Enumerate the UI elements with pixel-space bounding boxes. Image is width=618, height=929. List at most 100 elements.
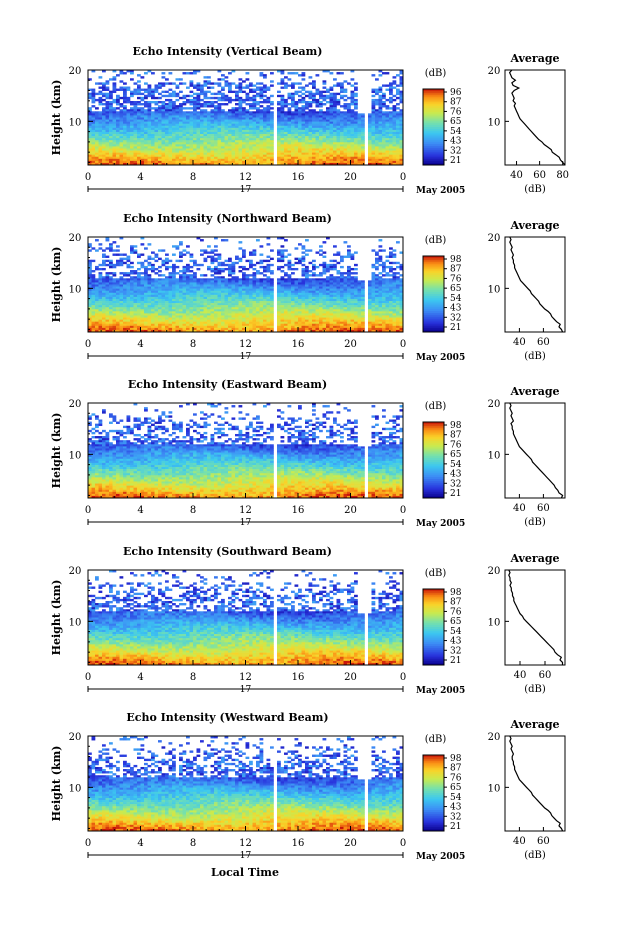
heatmap-cell (144, 150, 148, 153)
heatmap-cell (280, 257, 285, 261)
heatmap-cell (242, 253, 246, 256)
heatmap-cell (315, 90, 320, 94)
heatmap-cell (95, 278, 99, 281)
heatmap-cell (235, 94, 239, 98)
heatmap-cell (161, 259, 166, 263)
heatmap-cell (308, 292, 313, 296)
heatmap-cell (144, 115, 148, 118)
heatmap-cell (217, 294, 222, 298)
heatmap-cell (361, 148, 365, 151)
heatmap-cell (137, 278, 141, 281)
heatmap-cell (102, 152, 106, 155)
heatmap-cell (396, 290, 400, 294)
heatmap-cell (399, 140, 404, 143)
heatmap-cell (109, 282, 113, 285)
heatmap-cell (284, 282, 288, 285)
heatmap-cell (340, 292, 344, 296)
heatmap-cell (158, 100, 162, 104)
heatmap-cell (312, 272, 316, 275)
heatmap-cell (252, 115, 257, 118)
heatmap-cell (287, 129, 292, 133)
heatmap-cell (385, 162, 390, 166)
heatmap-cell (312, 127, 316, 131)
heatmap-cell (298, 150, 302, 153)
heatmap-cell (231, 138, 236, 141)
heatmap-cell (308, 249, 313, 252)
heatmap-cell (389, 140, 393, 143)
heatmap-cell (95, 146, 99, 149)
heatmap-cell (186, 267, 190, 271)
heatmap-cell (319, 272, 323, 275)
heatmap-cell (252, 111, 257, 114)
heatmap-cell (151, 117, 155, 120)
heatmap-cell (221, 286, 225, 289)
heatmap-cell (214, 286, 218, 289)
heatmap-cell (98, 142, 103, 145)
heatmap-cell (140, 292, 145, 296)
heatmap-cell (329, 146, 334, 149)
heatmap-cell (396, 127, 400, 131)
heatmap-cell (154, 103, 159, 106)
heatmap-cell (249, 98, 253, 102)
heatmap-cell (172, 144, 176, 147)
heatmap-cell (354, 290, 358, 294)
heatmap-cell (91, 280, 96, 283)
heatmap-cell (382, 129, 386, 133)
heatmap-cell (298, 294, 302, 298)
heatmap-cell (322, 290, 327, 294)
heatmap-cell (298, 282, 302, 285)
heatmap-cell (126, 96, 131, 100)
heatmap-cell (112, 288, 117, 291)
heatmap-cell (347, 270, 351, 273)
heatmap-cell (347, 251, 351, 254)
heatmap-cell (280, 127, 285, 131)
heatmap-cell (207, 100, 211, 104)
heatmap-cell (263, 162, 267, 166)
heatmap-cell (161, 142, 166, 145)
heatmap-cell (392, 276, 397, 279)
heatmap-cell (91, 142, 96, 145)
heatmap-cell (382, 103, 386, 106)
heatmap-cell (301, 78, 306, 81)
heatmap-cell (151, 107, 155, 110)
heatmap-cell (308, 117, 313, 120)
colorbar-tick-label: 87 (450, 98, 462, 108)
heatmap-cell (147, 267, 152, 271)
colorbar-unit: (dB) (425, 68, 447, 79)
heatmap-cell (396, 134, 400, 137)
heatmap-cell (336, 162, 341, 166)
heatmap-cell (105, 288, 110, 291)
heatmap-cell (224, 263, 229, 267)
heatmap-cell (326, 144, 330, 147)
heatmap-cell (259, 140, 264, 143)
heatmap-cell (312, 136, 316, 139)
heatmap-cell (105, 303, 110, 306)
heatmap-cell (305, 129, 309, 133)
heatmap-cell (245, 136, 250, 139)
heatmap-cell (333, 140, 337, 143)
heatmap-cell (200, 121, 204, 124)
heatmap-cell (175, 298, 180, 302)
heatmap-cell (368, 140, 372, 143)
heatmap-cell (235, 305, 239, 308)
heatmap-cell (210, 129, 215, 133)
heatmap-cell (91, 154, 96, 158)
heatmap-cell (326, 292, 330, 296)
heatmap-cell (112, 86, 117, 89)
heatmap-cell (161, 160, 166, 164)
heatmap-cell (102, 123, 106, 127)
heatmap-cell (322, 301, 327, 304)
heatmap-cell (259, 131, 264, 135)
heatmap-cell (266, 86, 271, 89)
heatmap-cell (294, 125, 299, 129)
heatmap-cell (312, 265, 316, 269)
heatmap-cell (224, 162, 229, 166)
heatmap-cell (291, 146, 295, 149)
heatmap-cell (375, 294, 379, 298)
heatmap-cell (203, 296, 208, 300)
heatmap-cell (340, 158, 344, 162)
heatmap-cell (245, 117, 250, 120)
heatmap-cell (389, 144, 393, 147)
heatmap-cell (284, 117, 288, 120)
heatmap-cell (91, 156, 96, 160)
